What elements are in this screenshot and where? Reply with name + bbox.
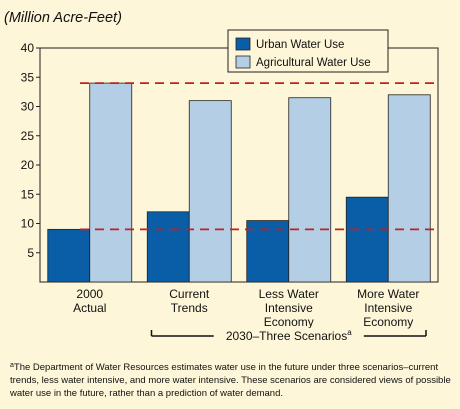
footnote-text: The Department of Water Resources estima… bbox=[10, 362, 451, 399]
y-tick-label: 15 bbox=[21, 187, 35, 201]
x-tick-label: Trends bbox=[171, 301, 208, 315]
x-tick-label: Intensive bbox=[265, 301, 313, 315]
bar-agricultural bbox=[288, 97, 332, 283]
bar-urban bbox=[345, 196, 389, 283]
y-tick-label: 30 bbox=[21, 100, 35, 114]
bracket-label: 2030–Three Scenariosa bbox=[226, 328, 352, 343]
bar-agricultural bbox=[387, 94, 431, 283]
chart-title: (Million Acre-Feet) bbox=[4, 10, 122, 26]
y-tick-label: 10 bbox=[21, 217, 35, 231]
y-tick-label: 20 bbox=[21, 158, 35, 172]
bar-agricultural bbox=[188, 100, 232, 283]
x-tick-label: 2000 bbox=[76, 287, 103, 301]
y-tick-label: 40 bbox=[21, 41, 35, 55]
legend-label: Urban Water Use bbox=[256, 39, 344, 51]
x-tick-label: Economy bbox=[264, 315, 314, 329]
x-tick-label: Actual bbox=[73, 301, 106, 315]
x-tick-label: Less Water bbox=[259, 287, 319, 301]
legend-swatch bbox=[235, 37, 251, 51]
y-tick-label: 5 bbox=[27, 246, 34, 260]
bar-urban bbox=[146, 211, 190, 283]
x-tick-label: Economy bbox=[363, 315, 413, 329]
y-tick-label: 35 bbox=[21, 70, 35, 84]
footnote-marker: a bbox=[10, 362, 14, 369]
bracket-label-superscript: a bbox=[347, 328, 352, 337]
footnote: aThe Department of Water Resources estim… bbox=[10, 359, 456, 400]
x-tick-label: More Water bbox=[357, 287, 419, 301]
legend-label: Agricultural Water Use bbox=[256, 57, 371, 69]
legend: Urban Water Use Agricultural Water Use bbox=[227, 29, 389, 73]
bar-urban bbox=[47, 228, 91, 283]
y-tick-label: 25 bbox=[21, 129, 35, 143]
bar-agricultural bbox=[89, 82, 133, 283]
x-tick-label: Current bbox=[169, 287, 210, 301]
scenario-bracket: 2030–Three Scenariosa bbox=[150, 328, 427, 344]
bar-urban bbox=[246, 220, 290, 283]
legend-swatch bbox=[235, 55, 251, 69]
legend-box bbox=[227, 29, 389, 73]
x-tick-label: Intensive bbox=[364, 301, 412, 315]
bracket-label-bg bbox=[213, 328, 364, 344]
